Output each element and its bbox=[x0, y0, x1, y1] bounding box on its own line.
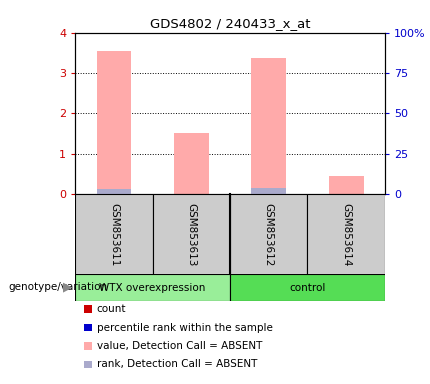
Text: ▶: ▶ bbox=[63, 281, 72, 294]
Text: control: control bbox=[289, 283, 326, 293]
Bar bbox=[96, 189, 132, 194]
Text: value, Detection Call = ABSENT: value, Detection Call = ABSENT bbox=[97, 341, 262, 351]
FancyBboxPatch shape bbox=[75, 194, 153, 275]
Text: count: count bbox=[97, 304, 126, 314]
Text: GSM853612: GSM853612 bbox=[264, 202, 274, 266]
Bar bbox=[174, 132, 209, 194]
Bar bbox=[96, 51, 132, 194]
Text: WTX overexpression: WTX overexpression bbox=[99, 283, 206, 293]
Text: percentile rank within the sample: percentile rank within the sample bbox=[97, 323, 273, 333]
Text: GSM853611: GSM853611 bbox=[109, 202, 119, 266]
Text: GSM853614: GSM853614 bbox=[341, 202, 351, 266]
Bar bbox=[230, 274, 385, 301]
Bar bbox=[251, 58, 286, 194]
Text: GDS4802 / 240433_x_at: GDS4802 / 240433_x_at bbox=[150, 17, 310, 30]
Bar bbox=[251, 188, 286, 194]
Text: genotype/variation: genotype/variation bbox=[9, 282, 108, 292]
Bar bbox=[329, 176, 364, 194]
Text: rank, Detection Call = ABSENT: rank, Detection Call = ABSENT bbox=[97, 359, 257, 369]
Text: GSM853613: GSM853613 bbox=[186, 202, 197, 266]
FancyBboxPatch shape bbox=[230, 194, 307, 275]
FancyBboxPatch shape bbox=[307, 194, 385, 275]
Bar bbox=[75, 274, 230, 301]
FancyBboxPatch shape bbox=[153, 194, 230, 275]
